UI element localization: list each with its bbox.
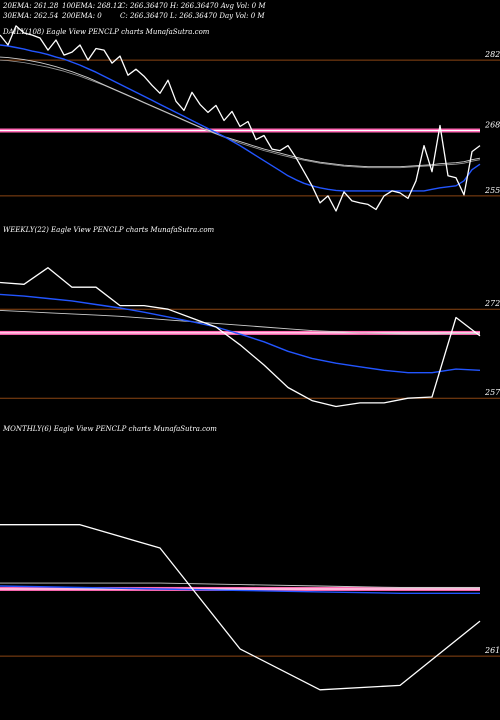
weekly-ema-fast-line	[0, 293, 481, 374]
header-ema100: 100EMA: 268.12	[62, 2, 122, 10]
daily-tick-label-1: 268	[484, 121, 500, 130]
monthly-tick-label-0: 261	[484, 646, 500, 655]
daily-ema-fast-line	[0, 44, 481, 192]
weekly-ema-slow-line	[0, 309, 480, 335]
header-ema20: 20EMA: 261.28	[3, 2, 59, 10]
header-ohlc-2: C: 266.36470 L: 266.36470 Day Vol: 0 M	[120, 12, 265, 20]
monthly-price-line	[0, 524, 481, 691]
daily-tick-label-0: 282	[484, 50, 500, 59]
daily-chart-title: DAILY(108) Eagle View PENCLP charts Muna…	[3, 28, 210, 36]
monthly-ema-slow-line	[0, 582, 480, 588]
weekly-tick-label-0: 272	[484, 299, 500, 308]
daily-panel: 282 268 255	[0, 25, 500, 212]
weekly-tick-label-1: 257	[484, 388, 500, 397]
monthly-ema-fast-line	[0, 585, 480, 594]
monthly-panel: 261	[0, 524, 500, 691]
daily-ema-slow2-line	[0, 59, 481, 169]
weekly-panel: 272 257	[0, 267, 500, 408]
header-ohlc-1: C: 266.36470 H: 266.36470 Avg Vol: 0 M	[120, 2, 266, 10]
weekly-price-line	[0, 267, 481, 408]
daily-ema-slow-line	[0, 56, 481, 168]
monthly-chart-title: MONTHLY(6) Eagle View PENCLP charts Muna…	[3, 425, 217, 433]
header-ema200: 200EMA: 0	[62, 12, 102, 20]
header-ema30: 30EMA: 262.54	[3, 12, 59, 20]
weekly-chart-title: WEEKLY(22) Eagle View PENCLP charts Muna…	[3, 226, 215, 234]
daily-price-line	[0, 25, 481, 212]
daily-tick-label-2: 255	[484, 186, 500, 195]
